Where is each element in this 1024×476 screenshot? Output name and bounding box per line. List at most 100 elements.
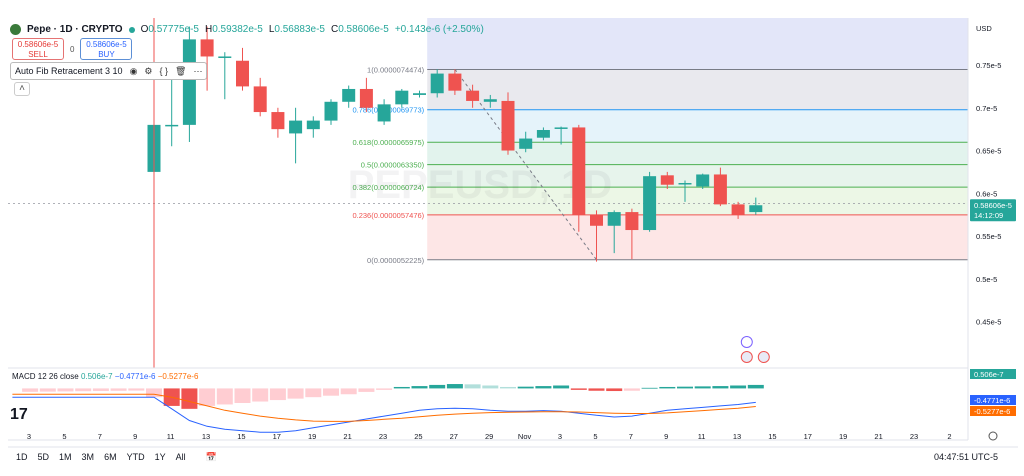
macd-value-label: -0.4771e-6	[974, 396, 1010, 405]
macd-histogram-bar	[128, 388, 145, 391]
candle-body	[696, 174, 710, 187]
macd-value-tag	[970, 406, 1016, 416]
calendar-icon[interactable]: 📅	[205, 452, 217, 462]
symbol-watermark: PEPEUSD, 1D	[348, 163, 613, 207]
macd-histogram-bar	[694, 386, 711, 389]
candle-body	[501, 100, 515, 151]
last-price-tag	[970, 199, 1016, 222]
time-tick-label: 29	[485, 432, 493, 441]
macd-value-tag	[970, 369, 1016, 379]
time-tick-label: 21	[343, 432, 351, 441]
macd-histogram-bar	[747, 384, 764, 389]
utc-clock[interactable]: 04:47:51 UTC-5	[933, 452, 998, 462]
range-ytd[interactable]: YTD	[126, 452, 145, 462]
time-tick-label: 19	[839, 432, 847, 441]
time-tick-label: 3	[27, 432, 31, 441]
range-1m[interactable]: 1M	[59, 452, 72, 462]
indicator-legend[interactable]: Auto Fib Retracement 3 10 ◉ ⚙ { } 🗑 ⋯	[10, 62, 208, 80]
range-3m[interactable]: 3M	[81, 452, 95, 462]
fib-level-label: 0.618(0.0000065975)	[352, 138, 424, 147]
candle-body	[713, 174, 727, 205]
tradingview-logo-icon[interactable]: 17	[10, 406, 28, 423]
time-tick-label: 9	[133, 432, 137, 441]
more-icon[interactable]: ⋯	[193, 65, 203, 76]
macd-histogram-bar	[340, 388, 357, 395]
time-tick-label: 15	[768, 432, 776, 441]
candle-body	[448, 73, 462, 91]
macd-histogram-bar	[730, 385, 747, 389]
range-1d[interactable]: 1D	[16, 452, 28, 462]
fib-band	[427, 109, 968, 143]
macd-histogram-bar	[234, 388, 251, 403]
ohlc-change: +0.143e-6 (+2.50%)	[394, 24, 484, 35]
last-price-label: 0.58606e-5	[974, 201, 1012, 210]
pepe-logo-icon	[10, 24, 21, 35]
ohlc-high: H0.59382e-5	[204, 24, 263, 35]
candle-body	[554, 127, 568, 129]
macd-histogram-bar	[181, 388, 198, 409]
time-tick-label: 13	[733, 432, 741, 441]
price-tick-label: 0.7e-5	[976, 104, 997, 113]
macd-histogram-bar	[376, 388, 393, 390]
macd-histogram-bar	[199, 388, 216, 406]
trade-panel: 0.58606e-5 SELL 0 0.58606e-5 BUY	[12, 38, 133, 60]
candle-body	[519, 138, 533, 149]
macd-histogram-bar	[588, 388, 605, 391]
code-icon[interactable]: { }	[159, 66, 169, 76]
time-tick-label: 5	[62, 432, 66, 441]
time-tick-label: 7	[629, 432, 633, 441]
macd-signal-value: −0.5277e-6	[157, 372, 199, 381]
sell-price: 0.58606e-5	[17, 40, 59, 49]
axis-settings-icon	[988, 431, 998, 441]
range-1y[interactable]: 1Y	[154, 452, 166, 462]
time-tick-label: 19	[308, 432, 316, 441]
macd-title: MACD 12 26 close	[12, 372, 79, 381]
candle-body	[324, 101, 338, 121]
settings-icon[interactable]: ⚙	[144, 65, 153, 76]
trash-icon[interactable]: 🗑	[175, 65, 187, 76]
fib-band	[427, 69, 968, 110]
fib-level-label: 0.382(0.0000060724)	[352, 183, 424, 192]
candle-body	[377, 104, 391, 122]
eye-icon[interactable]: ◉	[129, 65, 138, 76]
price-tick-label: 0.45e-5	[976, 318, 1001, 327]
candle-body	[678, 183, 692, 185]
fib-band	[427, 142, 968, 165]
candle-body	[607, 212, 621, 226]
range-6m[interactable]: 6M	[104, 452, 117, 462]
flag-event-icon	[757, 351, 770, 363]
macd-value-tag	[970, 395, 1016, 405]
collapse-legend-icon[interactable]: ˄	[14, 82, 30, 96]
macd-histogram-bar	[482, 385, 499, 389]
symbol-title[interactable]: Pepe · 1D · CRYPTO	[27, 24, 123, 35]
macd-histogram-bar	[570, 388, 587, 390]
macd-histogram-bar	[110, 388, 127, 391]
time-tick-label: 3	[558, 432, 562, 441]
buy-button[interactable]: 0.58606e-5 BUY	[80, 38, 133, 60]
macd-value-label: -0.5277e-6	[974, 407, 1010, 416]
candle-body	[200, 39, 214, 57]
macd-histogram-bar	[39, 388, 56, 392]
price-tick-label: 0.55e-5	[976, 232, 1001, 241]
candle-body	[660, 175, 674, 185]
spread-value: 0	[70, 44, 75, 54]
macd-histogram-bar	[411, 386, 428, 389]
macd-histogram-bar	[146, 388, 162, 398]
macd-histogram-bar	[269, 388, 286, 401]
sell-button[interactable]: 0.58606e-5 SELL	[12, 38, 64, 60]
candle-body	[236, 60, 249, 87]
macd-histogram-bar	[464, 384, 481, 389]
fib-band	[427, 214, 968, 260]
candle-body	[182, 39, 196, 125]
range-all[interactable]: All	[175, 452, 186, 462]
candle-body	[395, 90, 409, 105]
candle-body	[165, 124, 179, 127]
fib-level-label: 0.5(0.0000063350)	[361, 161, 425, 170]
macd-histogram-bar	[393, 386, 410, 389]
candle-body	[359, 88, 373, 108]
candle-body	[306, 120, 320, 130]
buy-price: 0.58606e-5	[86, 40, 127, 49]
candle-body	[271, 112, 285, 130]
range-5d[interactable]: 5D	[37, 452, 50, 462]
